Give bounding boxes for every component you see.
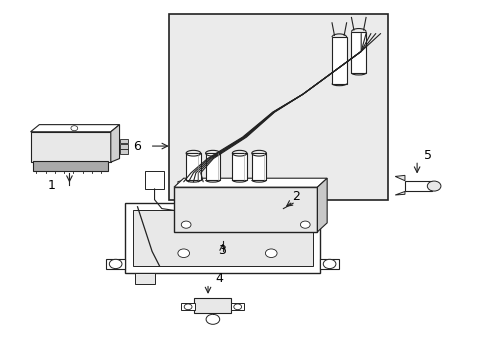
Bar xyxy=(331,37,346,84)
Text: 2: 2 xyxy=(291,190,300,203)
Bar xyxy=(169,14,387,200)
Bar xyxy=(186,153,201,180)
Bar xyxy=(232,153,246,180)
Circle shape xyxy=(427,181,440,191)
Circle shape xyxy=(181,221,191,228)
Bar xyxy=(191,183,199,196)
Text: 1: 1 xyxy=(47,179,55,192)
Text: 6: 6 xyxy=(132,140,140,153)
Polygon shape xyxy=(111,125,119,162)
Text: 5: 5 xyxy=(424,149,431,162)
Bar xyxy=(185,195,190,199)
Polygon shape xyxy=(319,258,339,269)
Bar xyxy=(177,183,185,196)
Bar xyxy=(30,132,111,162)
Bar xyxy=(199,195,203,199)
Polygon shape xyxy=(106,258,125,269)
Bar xyxy=(119,139,128,143)
Bar xyxy=(351,32,366,73)
Circle shape xyxy=(300,221,309,228)
Circle shape xyxy=(323,259,335,269)
Bar xyxy=(404,181,431,192)
Polygon shape xyxy=(317,178,326,232)
Polygon shape xyxy=(30,125,119,132)
Circle shape xyxy=(71,126,78,131)
Bar xyxy=(251,153,266,180)
Circle shape xyxy=(178,249,189,257)
Bar xyxy=(119,149,128,154)
Circle shape xyxy=(265,249,277,257)
Bar xyxy=(119,144,128,149)
Polygon shape xyxy=(135,273,154,284)
Bar xyxy=(205,153,220,180)
Circle shape xyxy=(205,314,219,324)
Bar xyxy=(194,298,231,313)
Bar xyxy=(125,203,319,273)
Bar xyxy=(179,195,183,199)
Bar xyxy=(198,183,205,196)
Bar xyxy=(132,210,312,266)
Polygon shape xyxy=(174,178,326,187)
Circle shape xyxy=(109,259,122,269)
Circle shape xyxy=(233,304,241,310)
Circle shape xyxy=(184,304,192,310)
Bar xyxy=(33,161,108,171)
Text: 3: 3 xyxy=(217,244,225,257)
Bar xyxy=(192,195,197,199)
Polygon shape xyxy=(394,192,404,195)
Polygon shape xyxy=(394,175,404,181)
Bar xyxy=(144,171,164,189)
Bar xyxy=(174,187,317,232)
Text: 4: 4 xyxy=(215,272,223,285)
Bar xyxy=(181,302,195,310)
Bar xyxy=(230,302,244,310)
Bar xyxy=(184,183,192,196)
